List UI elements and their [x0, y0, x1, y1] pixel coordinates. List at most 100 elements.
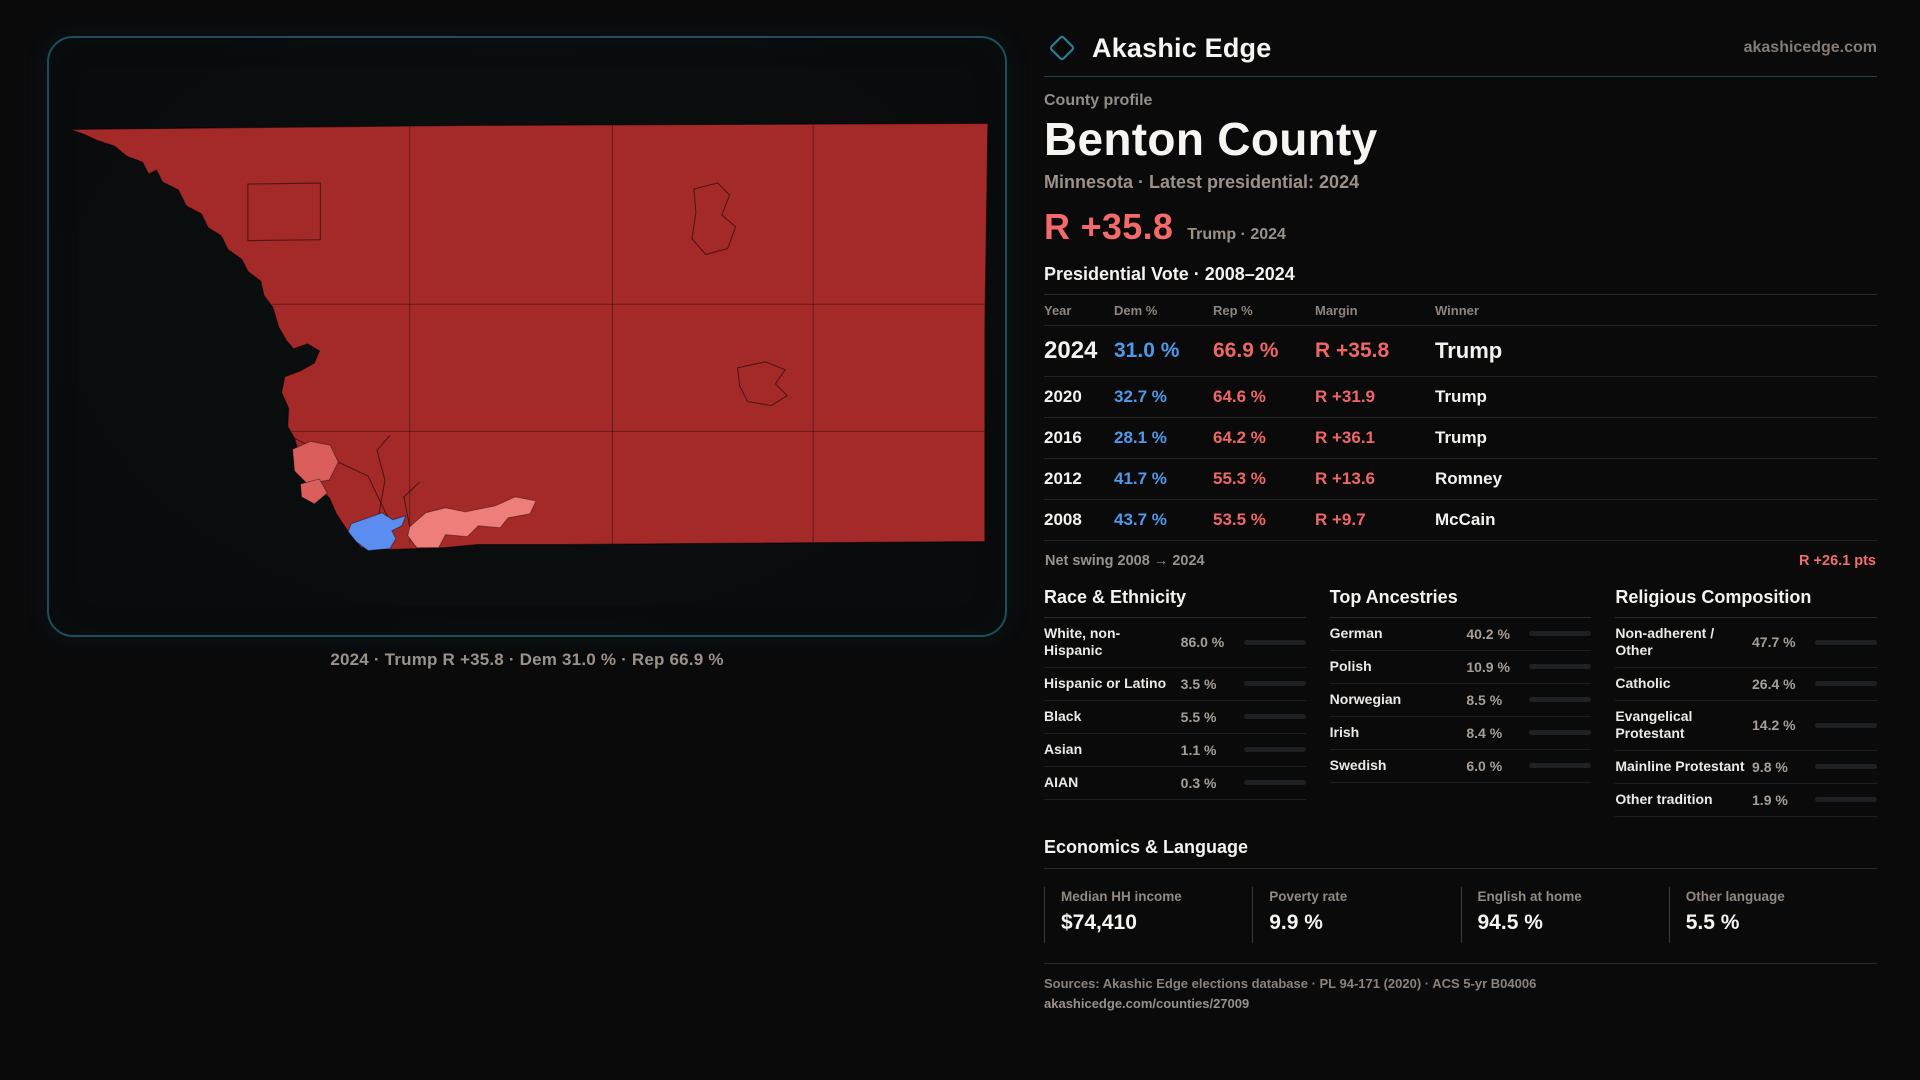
stat-bar-track [1243, 780, 1306, 786]
stat-bar-track [1243, 639, 1306, 645]
stat-label: Swedish [1329, 756, 1387, 773]
stat-label: Asian [1044, 740, 1083, 757]
vote-winner: Trump [1435, 427, 1487, 447]
vote-margin: R +35.8 [1315, 338, 1390, 362]
economics-title: Economics & Language [1044, 837, 1877, 869]
economics-stat-cell: Median HH income $74,410 [1044, 886, 1252, 943]
stats-column-title: Top Ancestries [1329, 587, 1592, 618]
county-map-panel [47, 36, 1007, 637]
vote-margin: R +31.9 [1315, 386, 1376, 406]
stat-row: Other tradition 1.9 % [1615, 784, 1878, 817]
county-choropleth-map [69, 122, 989, 552]
stat-bar-track [1815, 797, 1878, 803]
stat-label: German [1329, 624, 1383, 641]
stat-row: Swedish 6.0 % [1329, 750, 1592, 783]
stat-label: Evangelical Protestant [1615, 707, 1693, 742]
vote-year: 2024 [1044, 336, 1098, 364]
vote-table-title: Presidential Vote · 2008–2024 [1044, 264, 1877, 295]
net-swing-row: Net swing 2008 → 2024 R +26.1 pts [1044, 541, 1877, 579]
stat-bar-track [1243, 714, 1306, 720]
stat-row: Irish 8.4 % [1329, 717, 1592, 750]
map-light-rep-precinct [407, 496, 537, 549]
demographics-columns: Race & Ethnicity White, non-Hispanic 86.0 … [1044, 587, 1878, 817]
vote-dem-pct: 43.7 % [1114, 509, 1167, 529]
economics-stat-label: Median HH income [1061, 888, 1182, 904]
vote-rep-pct: 64.6 % [1213, 386, 1266, 406]
stat-value: 8.5 % [1466, 691, 1503, 708]
vote-rep-pct: 64.2 % [1213, 427, 1266, 447]
stat-row: Asian 1.1 % [1044, 734, 1306, 767]
vote-year: 2016 [1044, 427, 1082, 447]
col-header-year: Year [1044, 302, 1072, 318]
stat-label: AIAN [1044, 773, 1079, 790]
vote-year: 2020 [1044, 386, 1082, 406]
stat-value: 6.0 % [1466, 757, 1503, 774]
economics-stat-value: 94.5 % [1477, 910, 1543, 934]
stat-label: Hispanic or Latino [1044, 674, 1167, 691]
vote-dem-pct: 32.7 % [1114, 386, 1167, 406]
economics-stat-value: 5.5 % [1685, 910, 1740, 934]
diamond-logo-icon [1049, 35, 1075, 61]
stat-row: Black 5.5 % [1044, 701, 1306, 734]
stat-row: German 40.2 % [1329, 618, 1592, 651]
footer-permalink[interactable]: akashicedge.com/counties/27009 [1044, 995, 1250, 1011]
vote-table-row: 2012 41.7 % 55.3 % R +13.6 Romney [1044, 459, 1877, 500]
stat-label: Black [1044, 707, 1082, 724]
stat-bar-track [1815, 722, 1878, 728]
stat-row: Norwegian 8.5 % [1329, 684, 1592, 717]
vote-winner: Trump [1435, 386, 1487, 406]
page-subtitle: Minnesota · Latest presidential: 2024 [1044, 171, 1360, 192]
profile-panel: Akashic Edge akashicedge.com County prof… [1044, 30, 1878, 1013]
vote-table-row: 2020 32.7 % 64.6 % R +31.9 Trump [1044, 377, 1877, 418]
brand-header: Akashic Edge akashicedge.com [1044, 30, 1877, 66]
stat-bar-track [1529, 664, 1592, 670]
net-swing-label: Net swing 2008 → 2024 [1045, 552, 1205, 569]
economics-stat-label: Poverty rate [1269, 888, 1348, 904]
headline-margin-note: Trump · 2024 [1187, 225, 1286, 243]
economics-stats: Median HH income $74,410 Poverty rate 9.9 %… [1044, 886, 1877, 943]
vote-rep-pct: 66.9 % [1213, 338, 1279, 362]
map-precinct-outlines [247, 182, 789, 527]
stat-label: Polish [1329, 657, 1372, 674]
map-county-shape [69, 122, 989, 551]
stat-label: Irish [1329, 723, 1360, 740]
economics-stat-value: 9.9 % [1269, 910, 1323, 934]
col-header-winner: Winner [1435, 302, 1479, 318]
vote-winner: Trump [1435, 337, 1503, 363]
stat-value: 40.2 % [1466, 625, 1510, 642]
stat-value: 0.3 % [1180, 774, 1217, 791]
stat-label: Other tradition [1615, 790, 1713, 807]
stats-column-ancestries: Top Ancestries German 40.2 % Polish 10.9 % No… [1329, 587, 1592, 817]
stat-row: Catholic 26.4 % [1615, 668, 1878, 701]
map-dem-precinct [347, 512, 407, 552]
kicker-label: County profile [1044, 92, 1153, 109]
stat-value: 47.7 % [1752, 634, 1796, 651]
stat-value: 10.9 % [1466, 658, 1510, 675]
stat-bar-track [1529, 763, 1592, 769]
economics-stat-label: Other language [1685, 888, 1785, 904]
stat-value: 9.8 % [1752, 758, 1788, 775]
stat-bar-track [1529, 730, 1592, 736]
economics-stat-cell: English at home 94.5 % [1460, 886, 1669, 943]
col-header-rep: Rep % [1213, 302, 1253, 318]
stat-row: Non-adherent / Other 47.7 % [1615, 618, 1878, 668]
stat-value: 86.0 % [1180, 634, 1225, 651]
vote-table-row: 2016 28.1 % 64.2 % R +36.1 Trump [1044, 418, 1877, 459]
vote-margin: R +9.7 [1315, 509, 1366, 529]
stat-bar-track [1529, 697, 1592, 703]
stat-row: Evangelical Protestant 14.2 % [1615, 701, 1878, 751]
col-header-dem: Dem % [1114, 302, 1158, 318]
stat-value: 1.9 % [1752, 791, 1788, 808]
stat-label: Catholic [1615, 674, 1671, 691]
economics-stat-cell: Other language 5.5 % [1668, 886, 1877, 943]
stat-row: AIAN 0.3 % [1044, 767, 1306, 800]
net-swing-value: R +26.1 pts [1799, 552, 1876, 569]
headline-margin-value: R +35.8 [1044, 205, 1174, 247]
stats-column-title: Race & Ethnicity [1044, 587, 1306, 618]
brand-domain-link[interactable]: akashicedge.com [1743, 39, 1877, 56]
stat-row: Hispanic or Latino 3.5 % [1044, 668, 1306, 701]
stat-bar-track [1529, 631, 1592, 637]
stat-value: 26.4 % [1752, 675, 1796, 692]
headline-margin-row: R +35.8 Trump · 2024 [1044, 206, 1877, 248]
